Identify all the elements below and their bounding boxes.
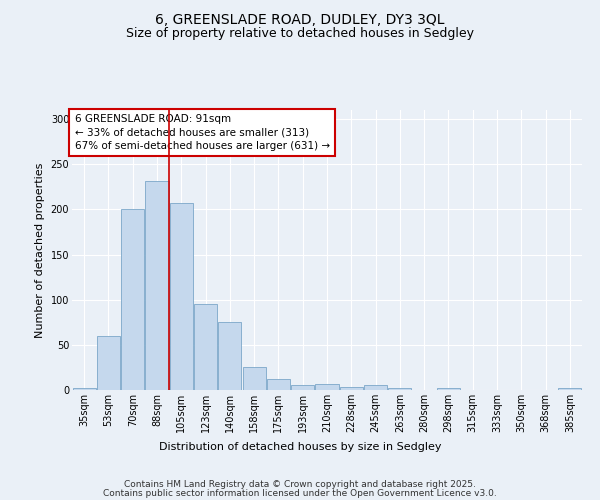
- Bar: [145, 182, 169, 390]
- Bar: [267, 379, 290, 390]
- Bar: [97, 336, 120, 390]
- Bar: [316, 384, 338, 390]
- Bar: [218, 322, 241, 390]
- Bar: [121, 210, 144, 390]
- Bar: [73, 388, 95, 390]
- Bar: [388, 388, 412, 390]
- Text: 6, GREENSLADE ROAD, DUDLEY, DY3 3QL: 6, GREENSLADE ROAD, DUDLEY, DY3 3QL: [155, 12, 445, 26]
- Bar: [559, 388, 581, 390]
- Bar: [340, 388, 363, 390]
- Text: Size of property relative to detached houses in Sedgley: Size of property relative to detached ho…: [126, 28, 474, 40]
- Text: 6 GREENSLADE ROAD: 91sqm
← 33% of detached houses are smaller (313)
67% of semi-: 6 GREENSLADE ROAD: 91sqm ← 33% of detach…: [74, 114, 329, 150]
- Bar: [242, 368, 266, 390]
- Text: Contains HM Land Registry data © Crown copyright and database right 2025.: Contains HM Land Registry data © Crown c…: [124, 480, 476, 489]
- Bar: [291, 386, 314, 390]
- Y-axis label: Number of detached properties: Number of detached properties: [35, 162, 45, 338]
- Bar: [437, 388, 460, 390]
- Bar: [170, 203, 193, 390]
- Bar: [194, 304, 217, 390]
- Text: Contains public sector information licensed under the Open Government Licence v3: Contains public sector information licen…: [103, 489, 497, 498]
- Bar: [364, 386, 387, 390]
- Text: Distribution of detached houses by size in Sedgley: Distribution of detached houses by size …: [159, 442, 441, 452]
